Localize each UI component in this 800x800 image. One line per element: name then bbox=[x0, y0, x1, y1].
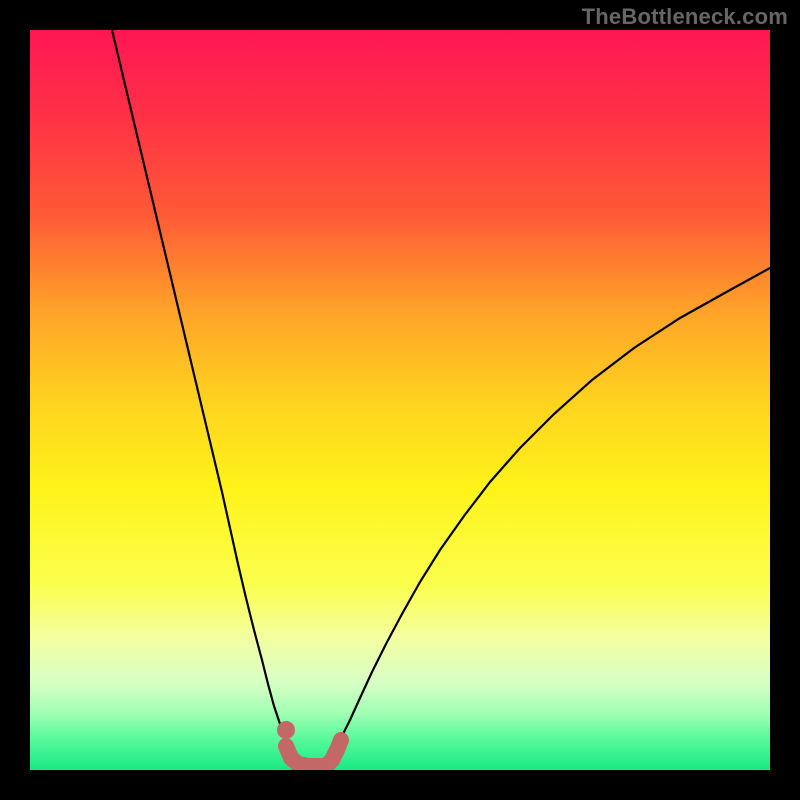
plot-area bbox=[30, 30, 770, 770]
curve-right-branch bbox=[334, 268, 770, 750]
curve-left-branch bbox=[112, 30, 291, 750]
highlight-bracket bbox=[286, 740, 341, 766]
watermark-text: TheBottleneck.com bbox=[582, 4, 788, 30]
chart-svg bbox=[30, 30, 770, 770]
chart-frame: TheBottleneck.com bbox=[0, 0, 800, 800]
highlight-dot bbox=[277, 721, 295, 739]
